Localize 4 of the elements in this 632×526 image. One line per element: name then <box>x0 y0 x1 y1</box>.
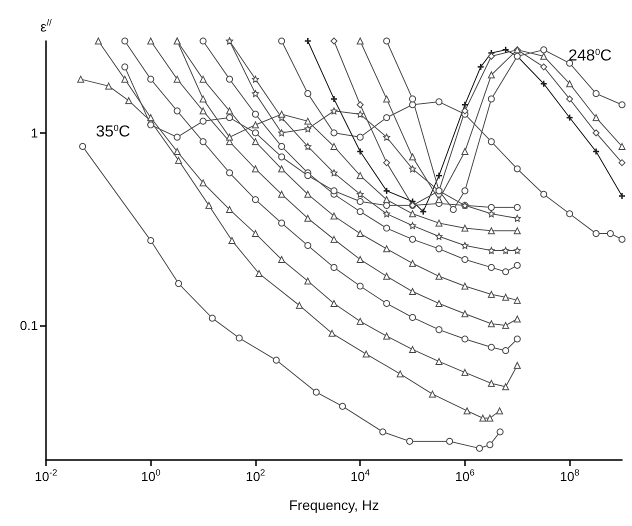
y-tick-label: 1 <box>30 125 38 140</box>
y-tick-label: 0.1 <box>20 318 38 333</box>
x-axis-title: Frequency, Hz <box>289 497 379 513</box>
y-axis-title: ε// <box>40 18 52 34</box>
